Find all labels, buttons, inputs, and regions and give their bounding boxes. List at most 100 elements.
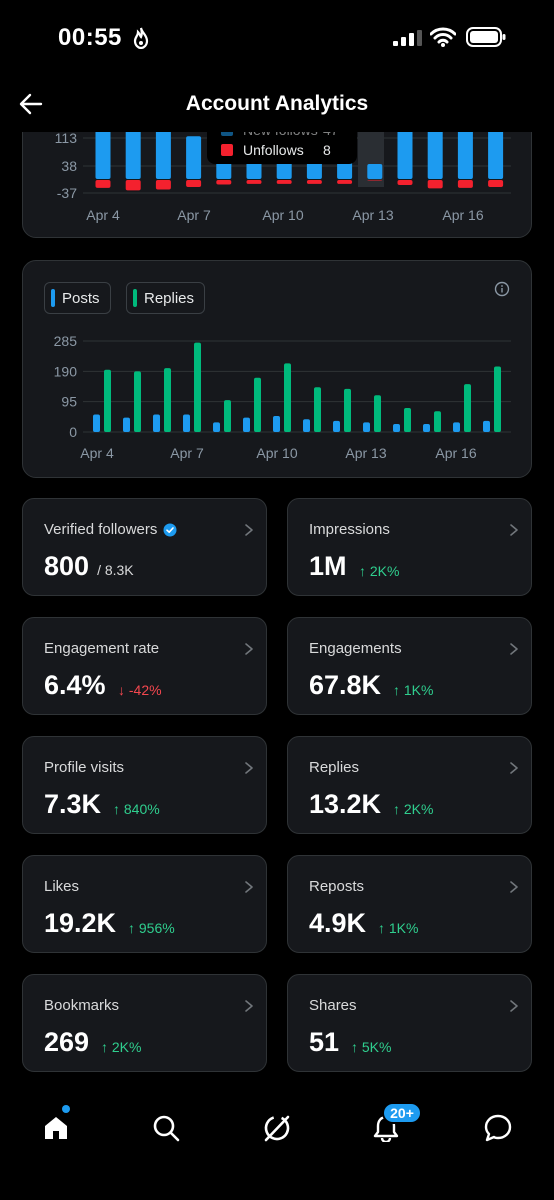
metric-card[interactable]: Profile visits 7.3K ↑ 840% [22,736,267,834]
replies-bar [224,400,231,432]
posts-bar [423,424,430,432]
y-tick-label: 285 [54,333,78,349]
search-icon [153,1115,180,1142]
x-tick-label: Apr 10 [262,207,303,223]
metric-value: 7.3K [44,789,101,820]
metric-card[interactable]: Likes 19.2K ↑ 956% [22,855,267,953]
metric-card[interactable]: Reposts 4.9K ↑ 1K% [287,855,532,953]
metric-card[interactable]: Bookmarks 269 ↑ 2K% [22,974,267,1072]
back-arrow-icon [19,93,43,115]
status-bar: 00:55 [0,0,554,76]
metric-card[interactable]: Shares 51 ↑ 5K% [287,974,532,1072]
chevron-right-icon [510,643,518,655]
metric-value: 67.8K [309,670,381,701]
home-unread-dot [62,1105,70,1113]
metric-value-text: 800 [44,551,90,581]
unfollows-bar [337,180,353,184]
metric-card[interactable]: Replies 13.2K ↑ 2K% [287,736,532,834]
metric-label-text: Engagement rate [44,640,160,657]
x-tick-label: Apr 4 [86,207,120,223]
posts-bar [273,416,280,432]
x-tick-label: Apr 7 [177,207,211,223]
metric-card[interactable]: Verified followers 800 / 8.3K [22,498,267,596]
new-follows-bar [155,130,171,179]
new-follows-bar [427,130,443,179]
tab-bar [0,1090,554,1200]
metric-value-text: 67.8K [309,670,382,700]
tooltip-label: Unfollows [243,142,304,158]
new-follows-bar [186,136,202,179]
metric-label: Reposts [309,878,364,895]
replies-bar [494,366,501,432]
metric-value-text: 51 [309,1027,340,1057]
metric-change: ↑ 1K% [393,682,434,698]
unfollows-bar [488,180,504,187]
tab-home[interactable] [36,1108,76,1148]
new-follows-bar [488,130,504,179]
metric-label-text: Verified followers [44,521,158,538]
metric-value: 13.2K [309,789,381,820]
grok-icon [264,1115,290,1142]
metric-change: ↑ 2K% [101,1039,142,1055]
unfollows-bar [367,180,383,181]
chevron-right-icon [245,643,253,655]
metric-label-text: Bookmarks [44,997,120,1014]
legend-replies-toggle[interactable]: Replies [126,282,206,314]
metric-value-text: 7.3K [44,789,102,819]
posts-bar [303,419,310,432]
unfollows-bar [306,180,322,184]
followers-chart: 113 38 -37 Apr 4 Apr 7 Apr 10 Apr 13 Apr 16 [55,130,511,223]
metric-card[interactable]: Engagements 67.8K ↑ 1K% [287,617,532,715]
chevron-right-icon [245,881,253,893]
chevron-right-icon [245,762,253,774]
chevron-right-icon [510,1000,518,1012]
unfollows-bar [216,180,232,185]
metric-label: Likes [44,878,79,895]
metric-value-text: 1M [309,551,347,581]
metric-value: 4.9K [309,908,366,939]
chevron-right-icon [245,524,253,536]
back-button[interactable] [14,88,48,120]
metric-label-text: Profile visits [44,759,125,776]
posts-swatch [51,289,55,307]
unfollows-bar [186,180,202,187]
metric-label-text: Impressions [309,521,390,538]
metric-change: ↑ 1K% [378,920,419,936]
metric-change: ↑ 2K% [393,801,434,817]
flame-icon [133,27,149,49]
tab-grok[interactable] [257,1108,297,1148]
metric-value: 800 / 8.3K [44,551,134,582]
y-tick-label: 0 [69,424,77,440]
legend-posts-label: Posts [62,289,100,307]
y-tick-label: 95 [61,394,77,410]
tab-messages[interactable] [478,1108,518,1148]
posts-bar [93,414,100,432]
unfollows-bar [397,180,413,186]
metric-card[interactable]: Engagement rate 6.4% ↓ -42% [22,617,267,715]
metric-card[interactable]: Impressions 1M ↑ 2K% [287,498,532,596]
posts-bar [183,414,190,432]
metric-value-text: 4.9K [309,908,367,938]
replies-bar [254,377,261,432]
legend-posts-toggle[interactable]: Posts [44,282,111,314]
replies-bar [404,408,411,432]
posts-replies-chart-card: 285 190 95 0 Apr 4 Apr 7 Apr 10 Apr 13 Apr 16 [22,260,532,478]
metric-label: Bookmarks [44,997,119,1014]
metric-change: ↑ 840% [113,801,160,817]
info-icon[interactable] [494,281,510,297]
tab-search[interactable] [146,1108,186,1148]
x-tick-label: Apr 10 [256,445,297,461]
x-tick-label: Apr 13 [345,445,386,461]
new-follows-bar [397,130,413,179]
replies-bar [464,384,471,432]
posts-bar [123,417,130,432]
x-tick-label: Apr 4 [80,445,114,461]
metric-value: 51 [309,1027,339,1058]
posts-bar [153,414,160,432]
metric-change: ↑ 2K% [359,563,400,579]
posts-bar [243,417,250,432]
metric-label: Profile visits [44,759,124,776]
posts-bar [363,422,370,432]
new-follows-bar [125,130,141,179]
metric-value-text: 13.2K [309,789,382,819]
